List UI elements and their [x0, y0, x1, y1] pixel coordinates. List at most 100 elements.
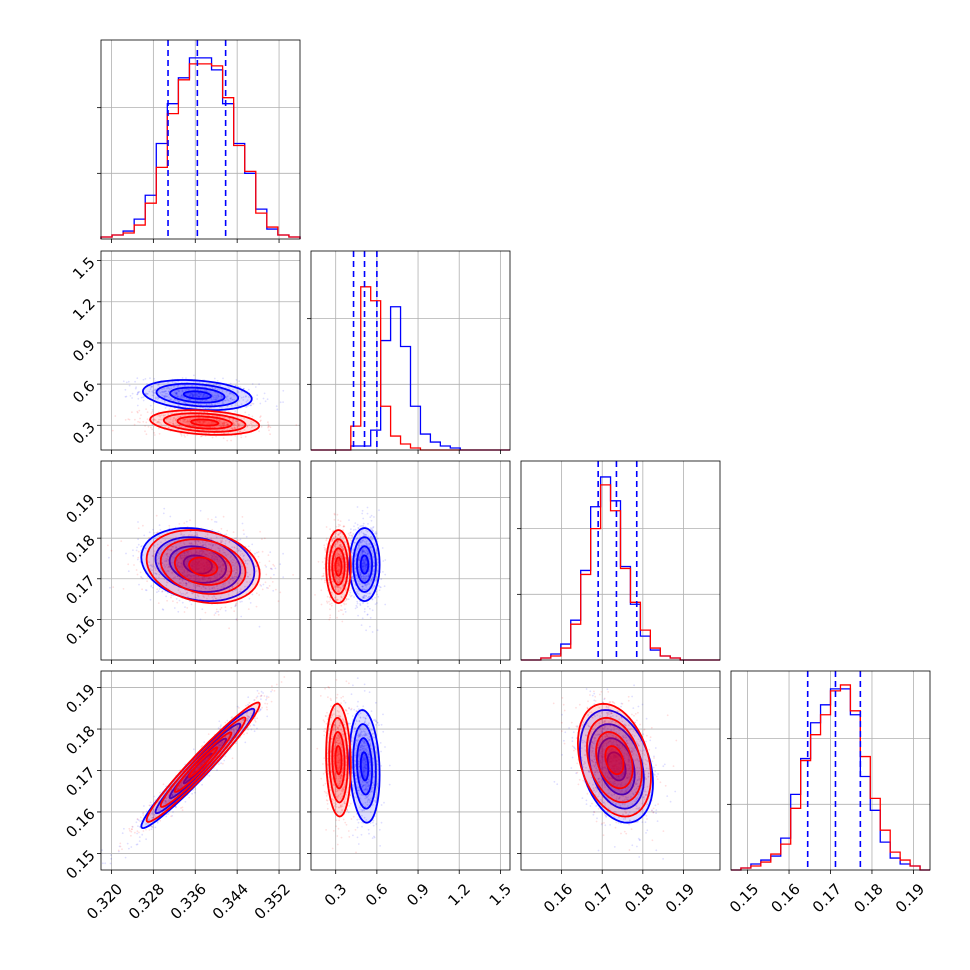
density-fill-red: [160, 717, 246, 807]
density-fill-blue: [360, 752, 369, 781]
x-tick-label: 0.16: [767, 880, 803, 916]
y-tick-label: 0.18: [62, 531, 98, 567]
scatter-blue-points: [553, 684, 677, 860]
contour-blue: [356, 737, 374, 796]
density-fill-blue: [360, 555, 369, 574]
contour-red: [604, 745, 625, 776]
density-fill-red: [596, 731, 633, 789]
contour-blue: [359, 751, 370, 782]
y-tick-label: 0.18: [62, 722, 98, 758]
density-fill-red: [577, 703, 651, 817]
hist-red-series: [521, 484, 720, 661]
contour-red: [173, 731, 233, 793]
density-fill-red: [174, 548, 232, 585]
y-tick-label: 1.5: [69, 254, 99, 284]
density-fill-red: [335, 557, 342, 576]
contour-red: [586, 716, 643, 804]
density-fill-red: [146, 530, 260, 604]
contour-red: [595, 730, 634, 790]
contour-red: [331, 730, 346, 790]
contour-red: [190, 418, 220, 427]
hist-frame-2: [520, 460, 721, 661]
contour-red: [325, 702, 352, 818]
x-tick-label: 0.16: [540, 880, 576, 916]
contour-blue: [182, 390, 212, 400]
x-tick-label: 0.18: [621, 880, 657, 916]
contour-red: [331, 547, 346, 586]
x-tick-label: 0.352: [251, 880, 294, 923]
x-tick-label: 1.2: [444, 880, 474, 910]
contour-red: [188, 556, 219, 577]
hist-frame-1: [310, 250, 511, 451]
contour-panel-2-1: [311, 461, 510, 660]
density-fill-blue: [170, 387, 225, 403]
density-fill-red: [587, 717, 642, 803]
hist-red-series: [731, 684, 930, 871]
density-fill-red: [605, 746, 624, 775]
y-tick-label: 0.6: [69, 377, 99, 407]
contour-red: [176, 415, 233, 430]
density-fill-red: [150, 410, 260, 435]
contour-blue: [348, 709, 381, 824]
contour-red: [325, 529, 352, 605]
density-fill-red: [335, 746, 342, 775]
contour-blue: [578, 709, 654, 824]
hist-panel-0: [100, 40, 301, 239]
contour-blue: [352, 723, 377, 810]
contour-red: [162, 412, 247, 433]
contour-frame-1-0: [100, 250, 301, 451]
contour-red: [328, 716, 349, 804]
contour-red: [145, 701, 261, 823]
hist-red-series: [100, 63, 301, 239]
density-fill-red: [189, 557, 218, 576]
contour-panel-3-0: [101, 671, 300, 870]
hist-panel-2: [521, 461, 720, 661]
x-tick-label: 0.336: [167, 880, 210, 923]
density-fill-blue: [357, 546, 373, 583]
hist-panel-1: [311, 251, 510, 451]
hist-blue-series: [100, 57, 301, 239]
x-tick-label: 0.3: [321, 880, 351, 910]
hist-blue-series: [311, 306, 510, 451]
y-tick-label: 0.19: [62, 490, 98, 526]
contour-red: [188, 746, 219, 778]
contour-red: [576, 702, 652, 818]
y-tick-label: 0.16: [62, 612, 98, 648]
contour-red: [173, 547, 233, 586]
contour-blue: [169, 386, 226, 404]
contour-red: [159, 538, 247, 595]
density-fill-blue: [142, 380, 252, 411]
x-tick-label: 0.19: [892, 880, 928, 916]
density-fill-blue: [589, 724, 644, 809]
contour-panel-1-0: [101, 251, 300, 450]
density-fill-blue: [579, 710, 653, 823]
contour-blue: [141, 379, 253, 412]
y-tick-label: 1.2: [69, 295, 99, 325]
density-fill-blue: [155, 723, 241, 814]
x-tick-label: 0.17: [809, 880, 845, 916]
contour-red: [328, 538, 349, 595]
density-fill-red: [177, 416, 232, 429]
x-tick-label: 0.17: [581, 880, 617, 916]
x-tick-label: 0.19: [662, 880, 698, 916]
contour-blue: [348, 527, 381, 603]
y-tick-label: 0.16: [62, 805, 98, 841]
y-tick-label: 0.19: [62, 681, 98, 717]
density-fill-red: [332, 731, 345, 789]
x-tick-label: 0.6: [362, 880, 392, 910]
x-tick-label: 0.15: [726, 880, 762, 916]
contour-blue: [606, 751, 627, 782]
contour-red: [334, 745, 343, 776]
contour-panel-3-2: [521, 671, 720, 870]
contour-red: [334, 556, 343, 577]
density-fill-blue: [357, 738, 373, 795]
y-tick-label: 0.17: [62, 763, 98, 799]
hist-frame-0: [100, 39, 301, 240]
contour-blue: [356, 545, 374, 584]
x-tick-label: 0.18: [850, 880, 886, 916]
contour-frame-2-1: [310, 460, 511, 661]
density-fill-blue: [169, 546, 227, 583]
contour-panel-2-0: [101, 461, 300, 660]
contour-red: [145, 529, 261, 605]
